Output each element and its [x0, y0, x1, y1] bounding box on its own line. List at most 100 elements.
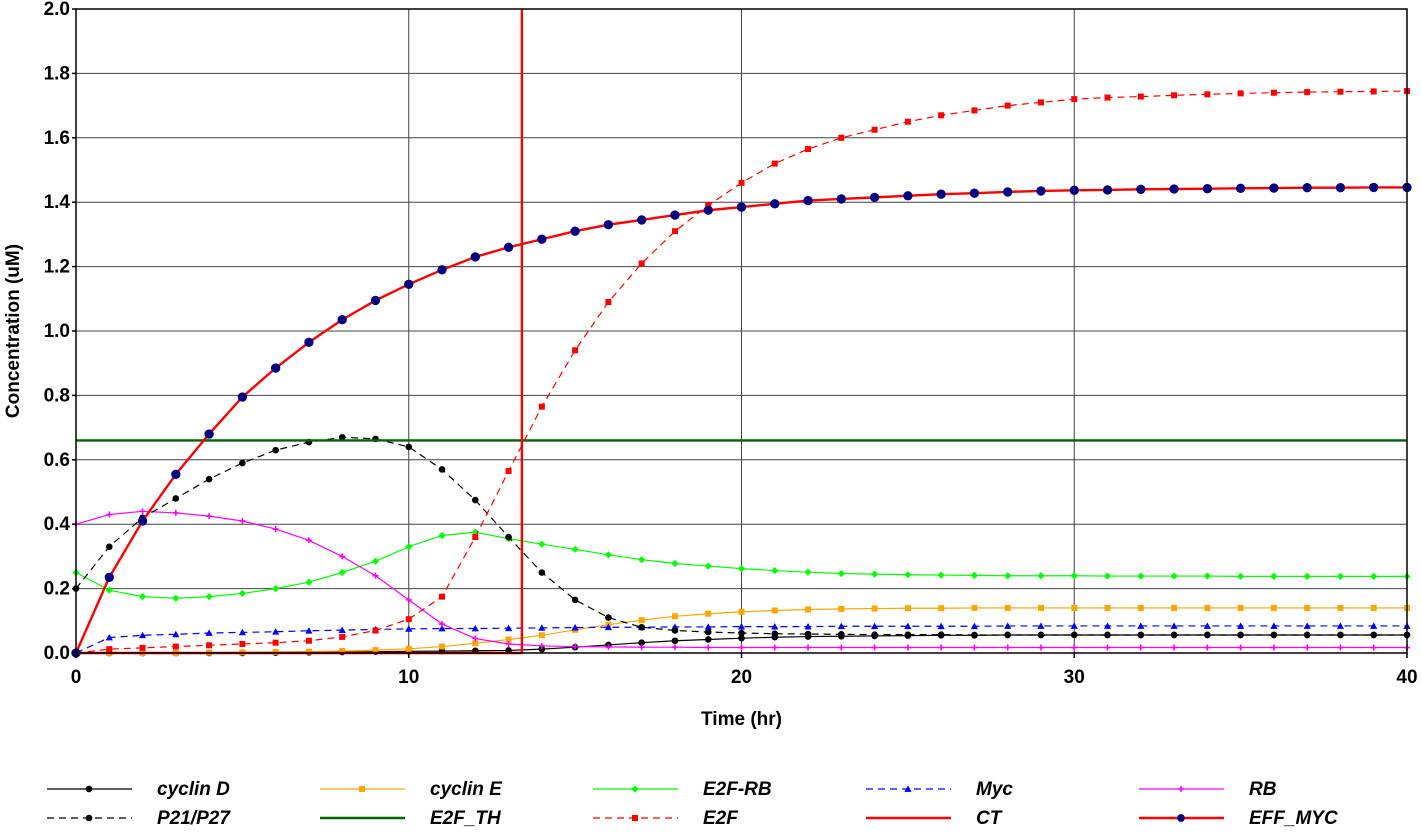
data-point-cyclin-e: [1337, 604, 1344, 611]
data-point-eff-myc: [204, 429, 214, 439]
data-point-e2f: [505, 468, 512, 475]
data-point-eff-myc: [770, 199, 780, 209]
data-point-rb: [1337, 644, 1344, 651]
legend-marker-p21-p27: [85, 814, 93, 822]
data-point-p21-p27: [338, 433, 346, 441]
data-point-e2f-rb: [1037, 572, 1045, 580]
data-point-eff-myc: [1136, 184, 1146, 194]
data-point-e2f: [472, 534, 479, 541]
data-point-e2f: [439, 593, 446, 600]
data-point-myc: [737, 622, 746, 630]
data-point-myc: [704, 623, 712, 630]
data-point-rb: [838, 644, 845, 651]
data-point-e2f-rb: [1370, 572, 1378, 580]
x-tick-label: 20: [731, 667, 752, 688]
data-point-rb: [272, 526, 279, 533]
data-point-p21-p27: [804, 630, 812, 638]
series-layer: [71, 9, 1412, 658]
data-point-e2f-rb: [138, 593, 147, 601]
data-point-e2f-rb: [704, 562, 712, 570]
data-point-e2f: [838, 134, 845, 141]
legend: cyclin D cyclin E E2F-RB Myc RB P21/P27 E2F_TH…: [47, 779, 1338, 829]
data-point-e2f: [904, 118, 911, 125]
data-point-e2f-rb: [1103, 572, 1112, 580]
data-point-e2f: [538, 403, 545, 410]
data-point-rb: [1171, 644, 1178, 651]
data-point-cyclin-e: [904, 605, 911, 612]
data-point-rb: [1037, 644, 1044, 651]
data-point-p21-p27: [1370, 631, 1378, 639]
data-point-cyclin-e: [372, 647, 379, 654]
data-point-myc: [1336, 622, 1345, 629]
data-point-e2f-rb: [1270, 572, 1278, 580]
data-point-eff-myc: [171, 469, 181, 479]
series-p21-p27: [72, 433, 1411, 639]
data-point-e2f-rb: [671, 559, 679, 568]
data-point-cyclin-e: [638, 617, 645, 624]
data-point-myc: [305, 627, 313, 634]
data-point-eff-myc: [537, 234, 547, 244]
data-point-rb: [904, 644, 911, 651]
data-point-e2f-rb: [471, 528, 479, 536]
data-point-eff-myc: [503, 242, 514, 252]
data-point-e2f-rb: [970, 571, 979, 579]
data-point-p21-p27: [205, 475, 213, 483]
y-tick-label: 0.4: [44, 514, 71, 535]
data-point-e2f: [805, 146, 812, 153]
data-point-p21-p27: [1070, 631, 1078, 639]
data-point-eff-myc: [670, 210, 680, 220]
legend-label-p21-p27: P21/P27: [157, 808, 231, 829]
data-point-e2f-rb: [1170, 572, 1178, 580]
data-point-cyclin-e: [805, 606, 812, 613]
data-point-cyclin-e: [671, 613, 678, 620]
data-point-e2f-rb: [1203, 572, 1211, 580]
legend-label-e2f-th: E2F_TH: [430, 808, 502, 829]
data-point-e2f-rb: [1237, 572, 1245, 580]
legend-marker-e2f-rb: [631, 785, 639, 793]
data-point-e2f: [239, 640, 246, 647]
legend-label-e2f-rb: E2F-RB: [703, 779, 772, 800]
data-point-cyclin-e: [1071, 604, 1078, 611]
data-point-myc: [1237, 622, 1245, 629]
data-point-myc: [272, 628, 280, 635]
data-point-e2f: [1370, 88, 1377, 95]
series-rb: [73, 508, 1410, 651]
data-point-eff-myc: [803, 195, 813, 206]
data-point-e2f: [1037, 99, 1044, 106]
data-point-eff-myc: [869, 192, 880, 203]
data-point-myc: [904, 622, 912, 630]
data-point-e2f: [738, 179, 745, 186]
data-point-eff-myc: [1369, 182, 1379, 193]
legend-item-rb: RB: [1139, 779, 1277, 800]
data-point-p21-p27: [1204, 631, 1211, 639]
legend-item-e2f: E2F: [593, 808, 739, 829]
data-point-cyclin-e: [1004, 604, 1011, 611]
data-point-e2f: [638, 260, 645, 267]
data-point-rb: [239, 517, 246, 524]
data-point-rb: [505, 640, 512, 647]
y-tick-label: 0.2: [44, 579, 70, 600]
data-point-e2f: [405, 616, 412, 623]
data-point-myc: [405, 625, 413, 632]
data-point-rb: [172, 509, 179, 516]
data-point-eff-myc: [1335, 183, 1346, 193]
data-point-e2f-rb: [638, 556, 646, 564]
data-point-p21-p27: [472, 496, 479, 504]
y-tick-label: 1.2: [44, 257, 70, 278]
data-point-e2f: [339, 633, 346, 640]
data-point-cyclin-d: [638, 639, 645, 646]
data-point-cyclin-e: [1137, 604, 1144, 611]
x-tick-label: 10: [398, 667, 419, 688]
data-point-e2f-rb: [1070, 572, 1078, 580]
y-tick-label: 0.8: [44, 385, 70, 406]
data-point-cyclin-e: [705, 610, 712, 617]
data-point-cyclin-e: [405, 645, 412, 652]
data-point-myc: [172, 630, 180, 638]
data-point-eff-myc: [1202, 184, 1213, 194]
data-point-eff-myc: [936, 189, 946, 199]
data-point-cyclin-e: [871, 605, 878, 612]
data-point-rb: [1237, 644, 1244, 651]
data-point-cyclin-e: [1270, 604, 1277, 611]
data-point-e2f: [938, 112, 945, 119]
legend-label-cyclin-e: cyclin E: [430, 779, 503, 800]
